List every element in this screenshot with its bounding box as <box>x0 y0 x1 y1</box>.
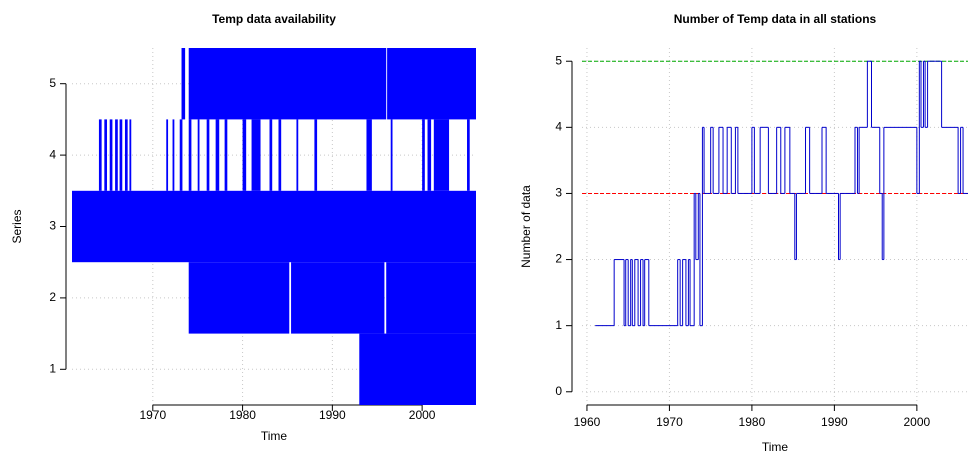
availability-band <box>467 119 470 191</box>
y-tick-label: 0 <box>555 384 562 398</box>
x-tick-label: 2000 <box>904 415 931 429</box>
availability-band <box>314 119 318 191</box>
availability-band <box>98 119 102 191</box>
availability-band <box>188 262 290 334</box>
availability-band <box>386 262 476 334</box>
availability-band <box>124 119 128 191</box>
x-tick-label: 1990 <box>319 408 346 422</box>
availability-band <box>242 119 247 191</box>
y-tick-label: 3 <box>555 186 562 200</box>
chart-title: Number of Temp data in all stations <box>674 12 877 26</box>
x-tick-label: 1970 <box>139 408 166 422</box>
availability-band <box>179 119 183 191</box>
availability-band <box>129 119 132 191</box>
availability-band <box>433 119 450 191</box>
y-tick-label: 3 <box>49 219 56 233</box>
x-axis-label: Time <box>762 440 789 454</box>
availability-band <box>390 119 393 191</box>
availability-band <box>359 333 476 405</box>
availability-band <box>269 119 273 191</box>
x-tick-label: 1990 <box>821 415 848 429</box>
y-tick-label: 2 <box>555 252 562 266</box>
availability-band <box>291 262 385 334</box>
y-tick-label: 4 <box>555 120 562 134</box>
availability-band <box>109 119 113 191</box>
y-tick-label: 4 <box>49 147 56 161</box>
y-tick-label: 1 <box>49 361 56 375</box>
y-tick-label: 5 <box>49 76 56 90</box>
availability-band <box>115 119 118 191</box>
y-tick-label: 5 <box>555 53 562 67</box>
availability-band <box>197 119 200 191</box>
x-tick-label: 2000 <box>409 408 436 422</box>
y-axis-label: Number of data <box>519 185 533 268</box>
y-tick-label: 2 <box>49 290 56 304</box>
x-tick-label: 1980 <box>229 408 256 422</box>
availability-band <box>427 119 432 191</box>
availability-band <box>166 119 169 191</box>
y-tick-label: 1 <box>555 318 562 332</box>
availability-band <box>188 119 192 191</box>
x-tick-label: 1970 <box>656 415 683 429</box>
availability-band <box>278 119 282 191</box>
chart-title: Temp data availability <box>212 12 336 26</box>
availability-band <box>206 119 210 191</box>
availability-band <box>104 119 108 191</box>
x-tick-label: 1960 <box>574 415 601 429</box>
y-axis-label: Series <box>10 209 24 243</box>
x-tick-label: 1980 <box>739 415 766 429</box>
availability-band <box>119 119 123 191</box>
availability-band <box>224 119 228 191</box>
availability-band <box>72 190 476 263</box>
availability-band <box>172 119 175 191</box>
availability-band <box>181 48 186 120</box>
availability-band <box>188 48 387 120</box>
availability-band <box>422 119 425 191</box>
availability-band <box>387 48 476 120</box>
availability-band <box>296 119 299 191</box>
availability-band <box>366 119 372 191</box>
availability-band <box>215 119 220 191</box>
x-axis-label: Time <box>261 429 288 443</box>
availability-band <box>251 119 261 191</box>
